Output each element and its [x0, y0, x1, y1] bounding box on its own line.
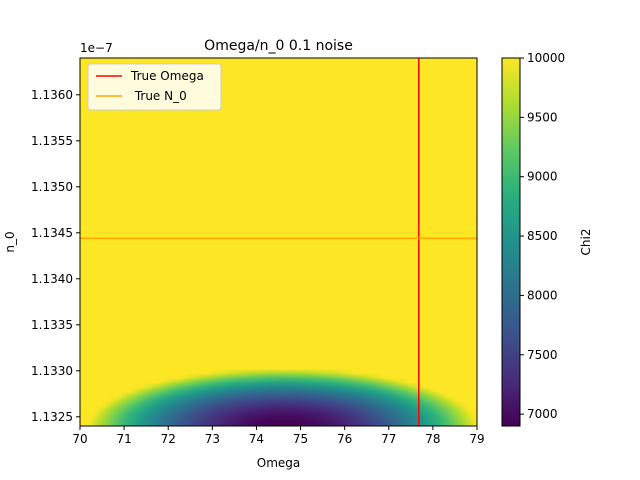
heatmap-image [80, 58, 477, 426]
legend: True Omega True N_0 [87, 63, 222, 111]
colorbar-label: Chi2 [579, 229, 593, 256]
y-tick-label: 1.1335 [31, 318, 73, 332]
chart-title: Omega/n_0 0.1 noise [204, 38, 353, 54]
colorbar-tick-label: 7000 [527, 407, 558, 421]
y-offset-text: 1e−7 [80, 41, 113, 55]
y-tick-label: 1.1355 [31, 134, 73, 148]
colorbar-ticks: 7000 7500 8000 8500 9000 9500 10000 [520, 51, 565, 421]
legend-label: True Omega [130, 69, 204, 83]
x-tick-label: 71 [116, 432, 131, 446]
colorbar-tick-label: 8000 [527, 288, 558, 302]
y-tick-label: 1.1345 [31, 226, 73, 240]
y-tick-label: 1.1360 [31, 88, 73, 102]
x-tick-label: 72 [161, 432, 176, 446]
x-tick-label: 77 [381, 432, 396, 446]
legend-label: True N_0 [131, 89, 187, 103]
plot-frame [79, 57, 478, 427]
colorbar-tick-label: 9500 [527, 110, 558, 124]
x-axis-label: Omega [257, 456, 301, 470]
colorbar-tick-label: 7500 [527, 348, 558, 362]
x-tick-label: 73 [205, 432, 220, 446]
colorbar-tick-label: 8500 [527, 229, 558, 243]
colorbar: 7000 7500 8000 8500 9000 9500 10000 Chi2 [501, 51, 593, 427]
reference-lines [80, 58, 477, 426]
y-tick-label: 1.1350 [31, 180, 73, 194]
x-tick-label: 70 [72, 432, 87, 446]
y-axis: 1.1325 1.1330 1.1335 1.1340 1.1345 1.1350 1.13… [31, 88, 80, 424]
x-tick-label: 79 [469, 432, 484, 446]
heatmap [80, 58, 477, 426]
x-tick-label: 74 [249, 432, 264, 446]
x-tick-label: 76 [337, 432, 352, 446]
y-tick-label: 1.1340 [31, 272, 73, 286]
x-tick-label: 78 [425, 432, 440, 446]
y-tick-label: 1.1330 [31, 364, 73, 378]
colorbar-gradient-bar [501, 57, 521, 427]
y-tick-label: 1.1325 [31, 410, 73, 424]
colorbar-tick-label: 10000 [527, 51, 565, 65]
colorbar-tick-label: 9000 [527, 170, 558, 184]
x-axis: 70 71 72 73 74 75 76 77 78 79 [72, 426, 485, 446]
y-axis-label: n_0 [3, 231, 17, 252]
x-tick-label: 75 [293, 432, 308, 446]
